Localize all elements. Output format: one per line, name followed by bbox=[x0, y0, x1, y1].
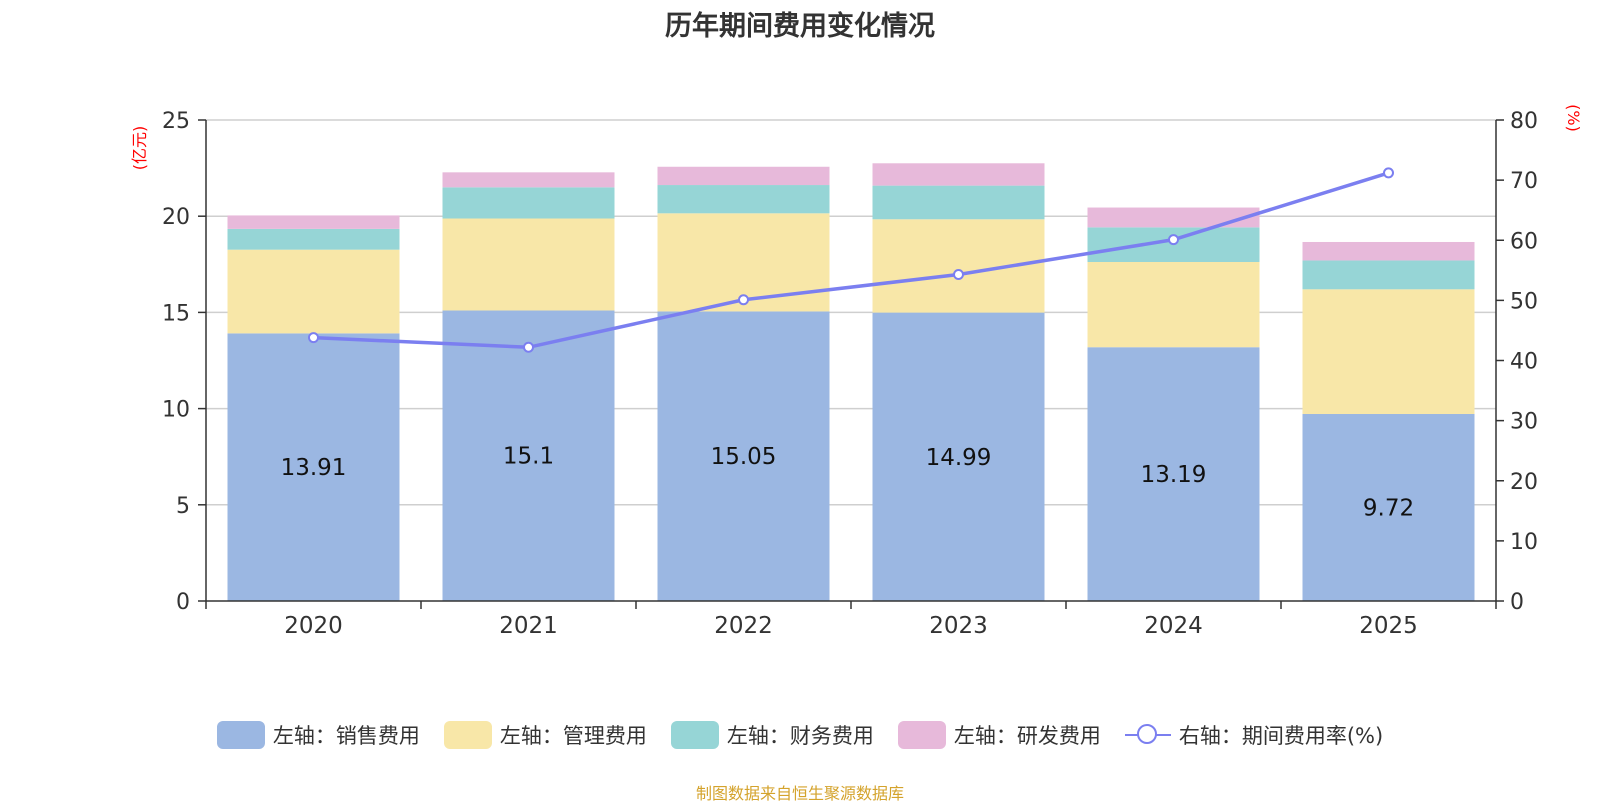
bar-admin-2024 bbox=[1087, 261, 1260, 348]
data-label-2025: 9.72 bbox=[1363, 495, 1414, 521]
x-tick-label-2021: 2021 bbox=[499, 613, 558, 639]
legend-label-rd: 左轴：研发费用 bbox=[953, 724, 1101, 748]
right-tick-label: 10 bbox=[1510, 530, 1538, 555]
legend-label-admin: 左轴：管理费用 bbox=[499, 724, 647, 748]
legend-swatch-admin bbox=[443, 721, 492, 749]
x-tick-label-2025: 2025 bbox=[1359, 613, 1418, 639]
right-tick-label: 40 bbox=[1510, 350, 1538, 375]
rate-point-2025 bbox=[1383, 167, 1394, 179]
left-axis-unit-label: (亿元) bbox=[130, 126, 149, 171]
bar-rd-2021 bbox=[442, 172, 615, 188]
bar-rd-2024 bbox=[1087, 207, 1260, 228]
legend-item-admin[interactable]: 左轴：管理费用 bbox=[443, 720, 647, 750]
bar-sales-2020 bbox=[227, 333, 400, 601]
legend-item-sales[interactable]: 左轴：销售费用 bbox=[216, 720, 420, 750]
x-tick-label-2020: 2020 bbox=[284, 613, 343, 639]
bar-finance-2025 bbox=[1302, 260, 1475, 290]
bar-admin-2021 bbox=[442, 218, 615, 311]
bar-finance-2020 bbox=[227, 228, 400, 250]
data-label-2024: 13.19 bbox=[1141, 462, 1207, 488]
legend-item-rd[interactable]: 左轴：研发费用 bbox=[897, 720, 1101, 750]
bar-sales-2024 bbox=[1087, 347, 1260, 601]
bar-sales-2022 bbox=[657, 311, 830, 601]
rate-line bbox=[313, 171, 1390, 350]
source-note: 制图数据来自恒生聚源数据库 bbox=[695, 784, 904, 803]
legend-label-sales: 左轴：销售费用 bbox=[272, 724, 420, 748]
chart-title: 历年期间费用变化情况 bbox=[665, 11, 935, 42]
data-label-2020: 13.91 bbox=[281, 455, 347, 481]
left-tick-label: 5 bbox=[176, 494, 190, 519]
left-tick-label: 0 bbox=[176, 590, 190, 615]
left-tick-label: 25 bbox=[162, 109, 190, 134]
rate-point-2023 bbox=[953, 269, 964, 281]
x-tick-label-2023: 2023 bbox=[929, 613, 988, 639]
legend-swatch-sales bbox=[216, 721, 265, 749]
legend-swatch-rd bbox=[897, 721, 946, 749]
right-tick-label: 50 bbox=[1510, 289, 1538, 314]
bar-layer bbox=[227, 163, 1475, 601]
bar-rd-2025 bbox=[1302, 241, 1475, 261]
right-axis-unit-label: (%) bbox=[1564, 104, 1583, 132]
right-tick-label: 80 bbox=[1510, 109, 1538, 134]
bar-admin-2020 bbox=[227, 249, 400, 334]
legend-label-finance: 左轴：财务费用 bbox=[726, 724, 874, 748]
bar-rd-2020 bbox=[227, 215, 400, 229]
right-tick-label: 70 bbox=[1510, 169, 1538, 194]
rate-point-2022 bbox=[738, 294, 749, 306]
rate-point-2024 bbox=[1168, 234, 1179, 246]
legend-label-rate: 右轴：期间费用率(%) bbox=[1178, 724, 1384, 748]
right-tick-label: 60 bbox=[1510, 229, 1538, 254]
legend-swatch-finance bbox=[670, 721, 719, 749]
data-label-2022: 15.05 bbox=[711, 444, 777, 470]
bar-finance-2023 bbox=[872, 185, 1045, 220]
bar-rd-2023 bbox=[872, 163, 1045, 186]
data-labels: 13.91 15.1 15.05 14.99 13.19 9.72 bbox=[281, 444, 1415, 522]
bar-rd-2022 bbox=[657, 166, 830, 186]
right-tick-label: 30 bbox=[1510, 410, 1538, 435]
rate-point-2020 bbox=[308, 332, 319, 344]
left-tick-label: 15 bbox=[162, 301, 190, 326]
bar-sales-2021 bbox=[442, 310, 615, 601]
bar-finance-2021 bbox=[442, 187, 615, 219]
x-tick-label-2022: 2022 bbox=[714, 613, 773, 639]
gridlines bbox=[206, 119, 1496, 506]
right-tick-label: 0 bbox=[1510, 590, 1524, 615]
data-label-2023: 14.99 bbox=[926, 445, 992, 471]
legend-item-rate[interactable]: 右轴：期间费用率(%) bbox=[1124, 720, 1384, 750]
bar-sales-2023 bbox=[872, 312, 1045, 601]
bar-finance-2022 bbox=[657, 185, 830, 214]
bar-admin-2025 bbox=[1302, 289, 1475, 414]
bar-sales-2025 bbox=[1302, 413, 1475, 601]
right-tick-label: 20 bbox=[1510, 470, 1538, 495]
data-label-2021: 15.1 bbox=[503, 444, 554, 470]
legend-line-marker-icon bbox=[1124, 721, 1171, 749]
x-tick-label-2024: 2024 bbox=[1144, 613, 1203, 639]
legend-item-finance[interactable]: 左轴：财务费用 bbox=[670, 720, 874, 750]
rate-point-2021 bbox=[523, 341, 534, 353]
left-tick-label: 20 bbox=[162, 205, 190, 230]
left-tick-label: 10 bbox=[162, 398, 190, 423]
legend: 左轴：销售费用 左轴：管理费用 左轴：财务费用 左轴：研发费用 右轴：期间费用率… bbox=[0, 720, 1600, 750]
rate-line-layer bbox=[308, 167, 1394, 353]
